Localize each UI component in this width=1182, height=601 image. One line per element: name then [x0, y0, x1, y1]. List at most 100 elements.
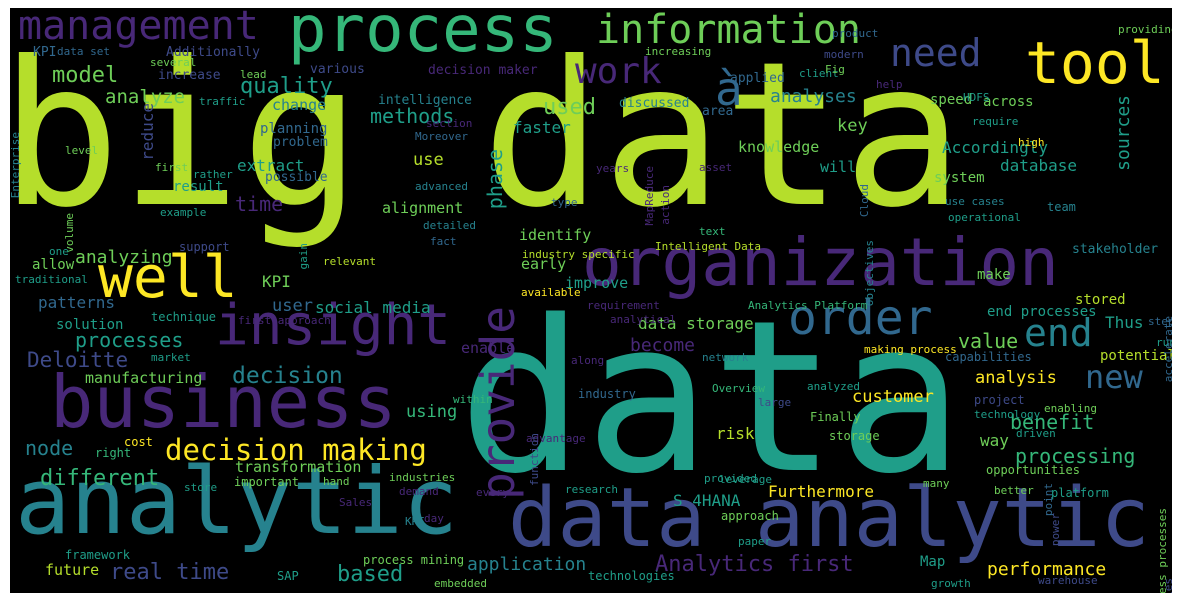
cloud-word: database [1000, 156, 1078, 175]
cloud-word: Accordingly [942, 138, 1048, 157]
cloud-word: action [659, 185, 672, 225]
cloud-word: decision making [165, 433, 427, 467]
cloud-word: enabling [1044, 402, 1097, 415]
cloud-word: product [832, 27, 879, 40]
cloud-word: step [1148, 315, 1172, 328]
cloud-word: provided [704, 472, 757, 485]
cloud-word: Moreover [415, 130, 468, 143]
cloud-word: analyze [105, 86, 186, 108]
cloud-word: application [467, 554, 587, 575]
cloud-word: analyzed [807, 380, 860, 393]
cloud-word: KRI [405, 515, 425, 528]
cloud-word: will [820, 158, 857, 176]
cloud-word: support [179, 240, 230, 254]
cloud-word: technique [151, 310, 217, 324]
cloud-word: Deloitte [27, 348, 129, 372]
cloud-word: companies [1162, 578, 1172, 593]
cloud-word: hand [323, 475, 350, 488]
cloud-word: phase [483, 149, 507, 210]
cloud-word: problem [273, 135, 328, 150]
cloud-word: stakeholder [1072, 242, 1159, 257]
cloud-word: methods [370, 104, 455, 128]
cloud-word: Analytics Platform [748, 299, 868, 312]
cloud-word: S 4HANA [673, 491, 741, 510]
cloud-word: user [272, 296, 313, 316]
cloud-word: approach [721, 509, 779, 523]
cloud-word: benefit [1010, 410, 1095, 434]
cloud-word: transformation [235, 458, 362, 476]
cloud-word: business [50, 360, 397, 444]
cloud-word: capabilities [945, 350, 1032, 364]
cloud-word: allow [32, 257, 75, 273]
cloud-word: store [184, 481, 218, 494]
cloud-word: SAP [277, 569, 299, 583]
cloud-word: level [65, 144, 99, 157]
cloud-word: growth [931, 577, 971, 590]
cloud-word: help [876, 78, 903, 91]
cloud-word: function [528, 433, 541, 486]
cloud-word: providing [1118, 23, 1172, 36]
cloud-word: process [288, 8, 558, 67]
cloud-word: cost [124, 435, 153, 449]
cloud-word: Additionally [166, 45, 260, 60]
cloud-word: big data [10, 19, 964, 252]
cloud-word: KPI [262, 272, 291, 291]
cloud-word: driven [1016, 427, 1056, 440]
cloud-word: future [45, 561, 100, 579]
cloud-word: available [521, 286, 581, 299]
cloud-word: leverage [719, 473, 772, 486]
cloud-word: based [337, 562, 404, 587]
cloud-word: identify [519, 226, 592, 244]
cloud-word: HDFS [963, 91, 990, 104]
cloud-word: detailed [423, 219, 476, 232]
cloud-word: platform [1051, 486, 1109, 500]
cloud-word: become [630, 335, 696, 356]
cloud-word: warehouse [1038, 574, 1098, 587]
cloud-word: time [235, 192, 284, 216]
cloud-word: several [150, 56, 197, 69]
cloud-word: speed [930, 92, 973, 108]
cloud-word: project [974, 393, 1025, 407]
cloud-word: process mining [363, 553, 465, 567]
cloud-word: patterns [38, 293, 116, 312]
cloud-word: industry specific [522, 248, 635, 261]
cloud-word: node [25, 436, 74, 460]
cloud-word: Furthermore [768, 482, 874, 501]
cloud-word: sources [1113, 95, 1134, 171]
cloud-word: better [994, 484, 1034, 497]
cloud-word: end [1024, 311, 1093, 355]
cloud-word: customer [852, 387, 934, 407]
cloud-word: possible [265, 170, 328, 185]
cloud-word: technologies [588, 569, 675, 583]
cloud-word: early [521, 255, 567, 273]
cloud-word: accelerate [1162, 316, 1172, 383]
cloud-word: gain [297, 243, 310, 270]
cloud-word: day [424, 512, 444, 525]
cloud-word: processes [75, 328, 184, 352]
cloud-word: industry [578, 387, 636, 401]
cloud-word: make [977, 267, 1011, 283]
cloud-word: discussed [619, 96, 690, 111]
cloud-word: insight [215, 293, 452, 358]
cloud-word: model [52, 63, 119, 88]
cloud-word: market [151, 351, 191, 364]
cloud-word: text [699, 225, 726, 238]
cloud-word: knowledge [738, 138, 820, 156]
cloud-word: many [923, 477, 950, 490]
cloud-word: stored [1075, 292, 1126, 308]
cloud-word: area [702, 104, 734, 119]
cloud-word: modern [824, 48, 864, 61]
cloud-word: demand [399, 485, 439, 498]
cloud-word: lead [240, 68, 267, 81]
cloud-word: high [1018, 136, 1045, 149]
cloud-word: result [173, 179, 224, 195]
cloud-word: work [575, 51, 662, 92]
cloud-word: paper [738, 535, 772, 548]
cloud-word: performance [987, 559, 1107, 580]
cloud-word: analyses [770, 86, 857, 107]
cloud-word: analytic [15, 448, 459, 555]
cloud-word: reduce [138, 103, 157, 161]
cloud-word: Overview [712, 382, 765, 395]
cloud-word: large [758, 396, 792, 409]
cloud-word: advanced [415, 180, 468, 193]
